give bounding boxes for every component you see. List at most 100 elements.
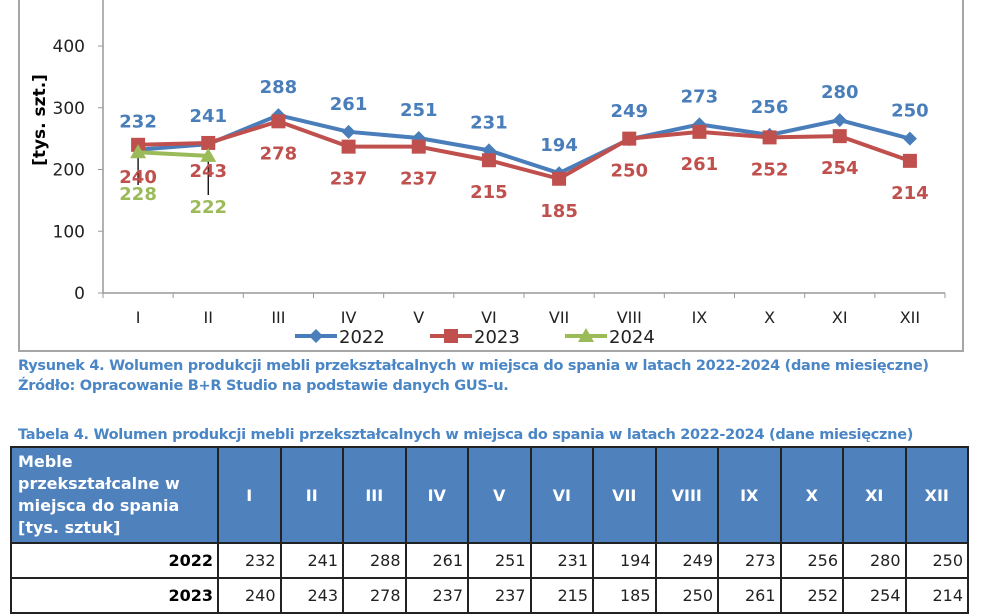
- table-row: 2022 232 241 288 261 251 231 194 249 273 256 280 250: [10, 542, 969, 579]
- table-cell: 250: [654, 577, 719, 614]
- legend-label: 2022: [339, 327, 385, 348]
- data-point-square: [622, 131, 637, 146]
- table-cell: 250: [904, 542, 969, 579]
- data-point-square: [411, 139, 426, 154]
- table-header-label: Meble przekształcalne w miejsca do spani…: [10, 446, 219, 544]
- table-cell: 194: [592, 542, 657, 579]
- data-point-square: [271, 114, 286, 129]
- table-cell: 256: [779, 542, 844, 579]
- table-cell: 240: [217, 577, 282, 614]
- column-header: X: [779, 446, 844, 544]
- table-cell: 237: [404, 577, 469, 614]
- table-cell: 261: [404, 542, 469, 579]
- data-label: 250: [891, 101, 929, 122]
- column-header: VII: [592, 446, 657, 544]
- data-point-triangle: [200, 147, 217, 162]
- data-point-diamond: [902, 131, 917, 146]
- data-label: 232: [119, 112, 157, 133]
- table-cell: 278: [342, 577, 407, 614]
- data-point-triangle: [130, 144, 147, 159]
- data-point-square: [832, 129, 847, 144]
- data-label: 278: [260, 143, 298, 164]
- table-cell: 241: [279, 542, 344, 579]
- y-tick-label: 200: [53, 161, 85, 181]
- y-tick-label: 400: [53, 37, 85, 57]
- table-cell: 254: [842, 577, 907, 614]
- y-axis-label: [tys. szt.]: [30, 74, 50, 166]
- table-cell: 288: [342, 542, 407, 579]
- column-header: II: [279, 446, 344, 544]
- column-header: V: [467, 446, 532, 544]
- table-cell: 252: [779, 577, 844, 614]
- data-label: 228: [119, 184, 157, 205]
- x-tick-label: VII: [549, 308, 569, 327]
- data-label: 252: [751, 159, 789, 180]
- legend-label: 2023: [474, 327, 520, 348]
- table-cell: 243: [279, 577, 344, 614]
- x-tick-label: I: [136, 308, 141, 327]
- table-cell: 273: [717, 542, 782, 579]
- data-label: 214: [891, 183, 929, 204]
- data-point-square: [481, 153, 496, 168]
- legend-label: 2024: [609, 327, 655, 348]
- data-label: 273: [681, 86, 719, 107]
- x-tick-label: V: [413, 308, 424, 327]
- data-label: 251: [400, 100, 438, 121]
- data-label: 280: [821, 82, 859, 103]
- x-tick-label: III: [271, 308, 285, 327]
- data-point-square: [692, 124, 707, 139]
- data-point-square: [902, 153, 917, 168]
- y-tick-label: 0: [74, 284, 85, 304]
- row-label: 2023: [10, 577, 219, 614]
- data-point-diamond: [832, 113, 847, 128]
- table-cell: 249: [654, 542, 719, 579]
- table-cell: 232: [217, 542, 282, 579]
- data-label: 222: [189, 197, 227, 218]
- x-tick-label: XII: [900, 308, 920, 327]
- column-header: XI: [842, 446, 907, 544]
- data-point-square: [762, 130, 777, 145]
- chart-frame: [18, 0, 964, 352]
- table-cell: 237: [467, 577, 532, 614]
- data-label: 288: [260, 77, 298, 98]
- column-header: I: [217, 446, 282, 544]
- x-tick-label: II: [204, 308, 213, 327]
- x-tick-label: IV: [341, 308, 357, 327]
- column-header: XII: [904, 446, 969, 544]
- data-point-square: [444, 329, 458, 343]
- data-point-square: [552, 171, 567, 186]
- row-label: 2022: [10, 542, 219, 579]
- data-label: 215: [470, 182, 508, 203]
- data-label: 261: [681, 154, 719, 175]
- table-cell: 185: [592, 577, 657, 614]
- data-label: 243: [189, 161, 227, 182]
- series-line-2024: [137, 150, 209, 158]
- data-point-triangle: [578, 328, 594, 342]
- column-header: VIII: [654, 446, 719, 544]
- data-point-diamond: [341, 124, 356, 139]
- data-point-diamond: [309, 329, 323, 343]
- data-label: 261: [330, 94, 368, 115]
- data-label: 256: [751, 97, 789, 118]
- data-label: 254: [821, 158, 859, 179]
- x-tick-label: IX: [692, 308, 708, 327]
- x-tick-label: VIII: [617, 308, 642, 327]
- data-label: 237: [400, 169, 438, 190]
- data-label: 249: [610, 101, 648, 122]
- table-title: Tabela 4. Wolumen produkcji mebli przeks…: [18, 427, 914, 443]
- figure-source: Źródło: Opracowanie B+R Studio na podsta…: [18, 378, 509, 394]
- series-line-2023: [138, 119, 911, 181]
- y-tick-label: 300: [53, 99, 85, 119]
- data-point-square: [341, 139, 356, 154]
- data-label: 185: [540, 201, 578, 222]
- table-cell: 261: [717, 577, 782, 614]
- column-header: VI: [529, 446, 594, 544]
- table-cell: 251: [467, 542, 532, 579]
- data-label: 194: [540, 135, 578, 156]
- table-cell: 215: [529, 577, 594, 614]
- table-cell: 280: [842, 542, 907, 579]
- series-line-2022: [137, 113, 911, 176]
- table-row: 2023 240 243 278 237 237 215 185 250 261 252 254 214: [10, 577, 969, 614]
- column-header: IX: [717, 446, 782, 544]
